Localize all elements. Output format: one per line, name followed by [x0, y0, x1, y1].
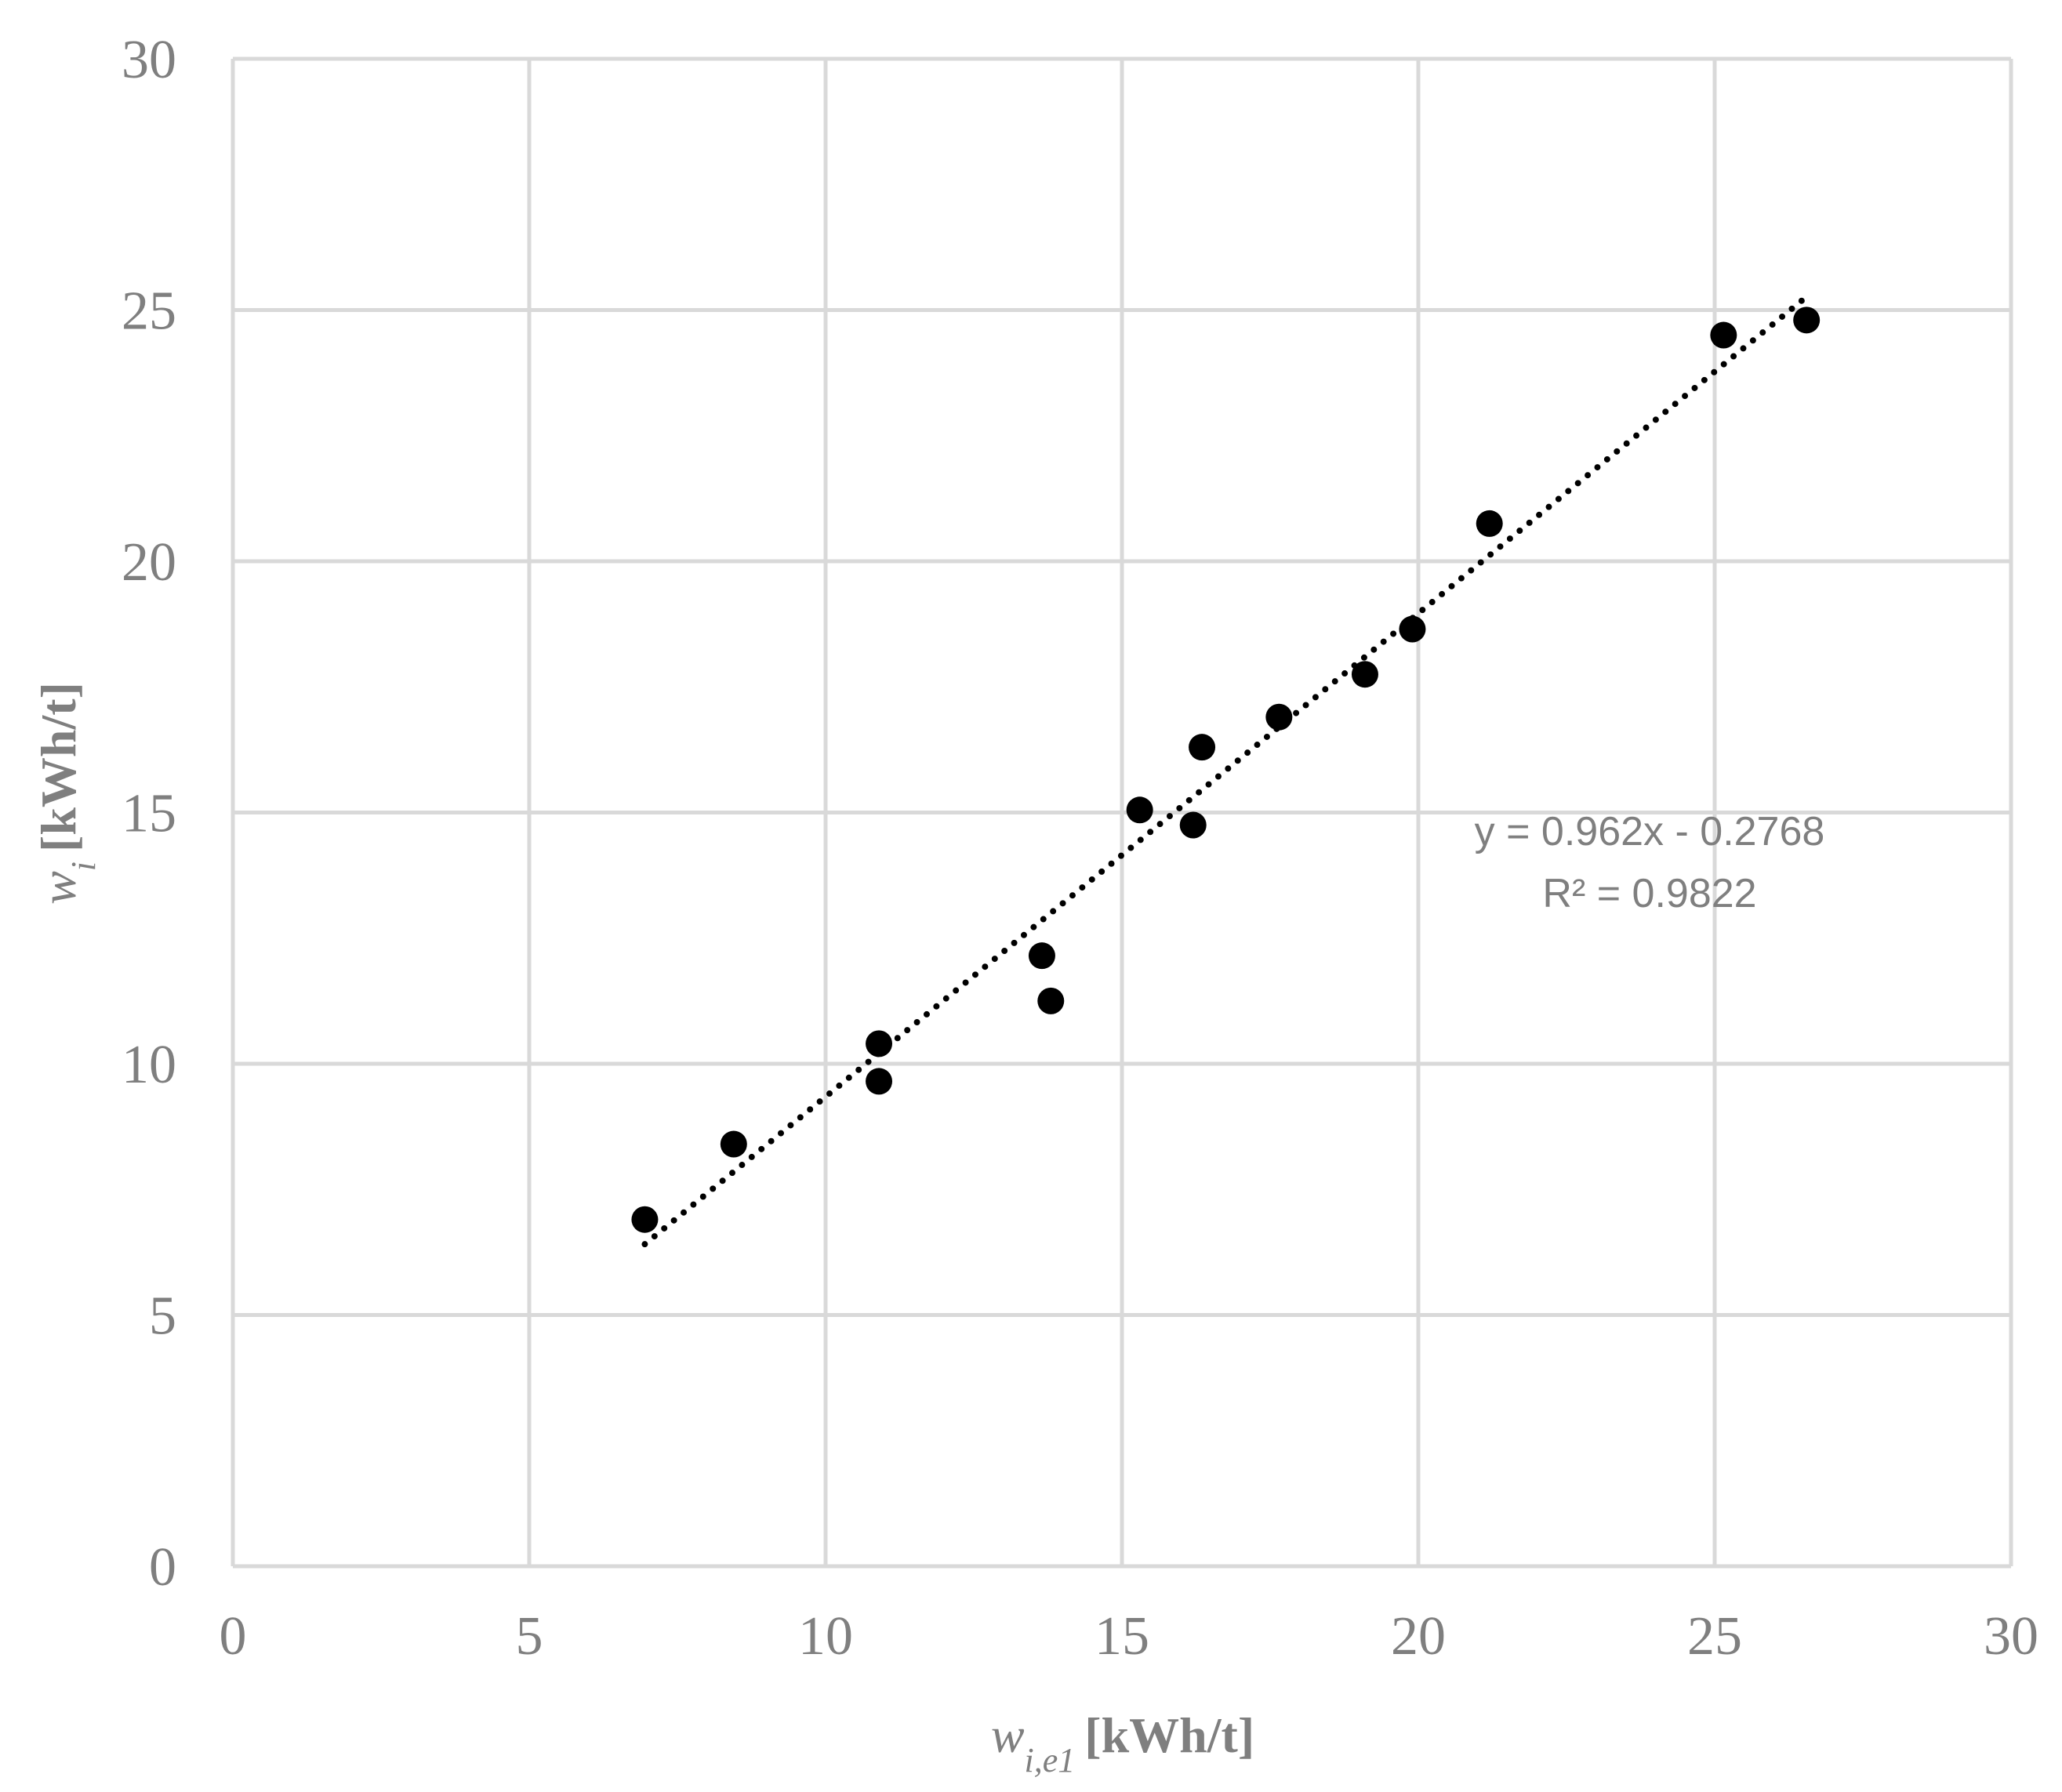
trendline-r-squared: R² = 0.9822	[1542, 871, 1756, 916]
data-points	[631, 307, 1821, 1233]
y-tick-label: 25	[122, 281, 176, 342]
tick-labels: 0 5 10 15 20 25 30 0 5 10 15 20 25 30	[122, 30, 2038, 1667]
y-tick-label: 10	[122, 1035, 176, 1095]
y-axis-title: wi [kWh/t]	[31, 682, 103, 905]
data-point	[1126, 796, 1153, 824]
data-point	[1351, 661, 1378, 688]
y-tick-label: 30	[122, 30, 176, 90]
x-tick-label: 0	[220, 1606, 247, 1667]
trendline	[641, 293, 1810, 1248]
x-tick-label: 25	[1687, 1606, 1742, 1667]
data-point	[1028, 942, 1055, 970]
data-point	[1710, 321, 1737, 349]
x-tick-label: 10	[798, 1606, 853, 1667]
x-tick-label: 15	[1095, 1606, 1149, 1667]
y-tick-label: 20	[122, 532, 176, 593]
x-axis-title-variable: w	[991, 1707, 1025, 1763]
data-point	[1399, 615, 1426, 643]
data-point	[720, 1130, 747, 1158]
x-axis-title-subscript: i,e1	[1025, 1741, 1076, 1779]
data-point	[1189, 734, 1216, 761]
data-point	[1476, 510, 1503, 537]
trendline-equation: y = 0.962x - 0.2768	[1475, 809, 1825, 854]
trendline-group	[641, 293, 1810, 1248]
data-point	[1179, 811, 1207, 839]
y-axis-title-unit: [kWh/t]	[31, 682, 86, 852]
data-point	[866, 1030, 893, 1057]
data-point	[631, 1206, 659, 1233]
y-axis-title-subscript: i	[64, 862, 103, 871]
x-tick-label: 20	[1391, 1606, 1446, 1667]
x-axis-title: wi,e1 [kWh/t]	[991, 1707, 1254, 1779]
y-tick-label: 0	[149, 1537, 176, 1598]
y-tick-label: 15	[122, 784, 176, 844]
y-tick-label: 5	[149, 1286, 176, 1347]
x-tick-label: 5	[516, 1606, 543, 1667]
y-axis-title-variable: w	[31, 871, 86, 905]
data-point	[866, 1068, 893, 1095]
data-point	[1037, 987, 1065, 1014]
x-tick-label: 30	[1984, 1606, 2038, 1667]
grid	[233, 56, 2013, 1566]
axes	[231, 59, 2011, 1569]
data-point	[1793, 307, 1821, 334]
data-point	[1265, 703, 1293, 731]
x-axis-title-unit: [kWh/t]	[1084, 1707, 1254, 1763]
